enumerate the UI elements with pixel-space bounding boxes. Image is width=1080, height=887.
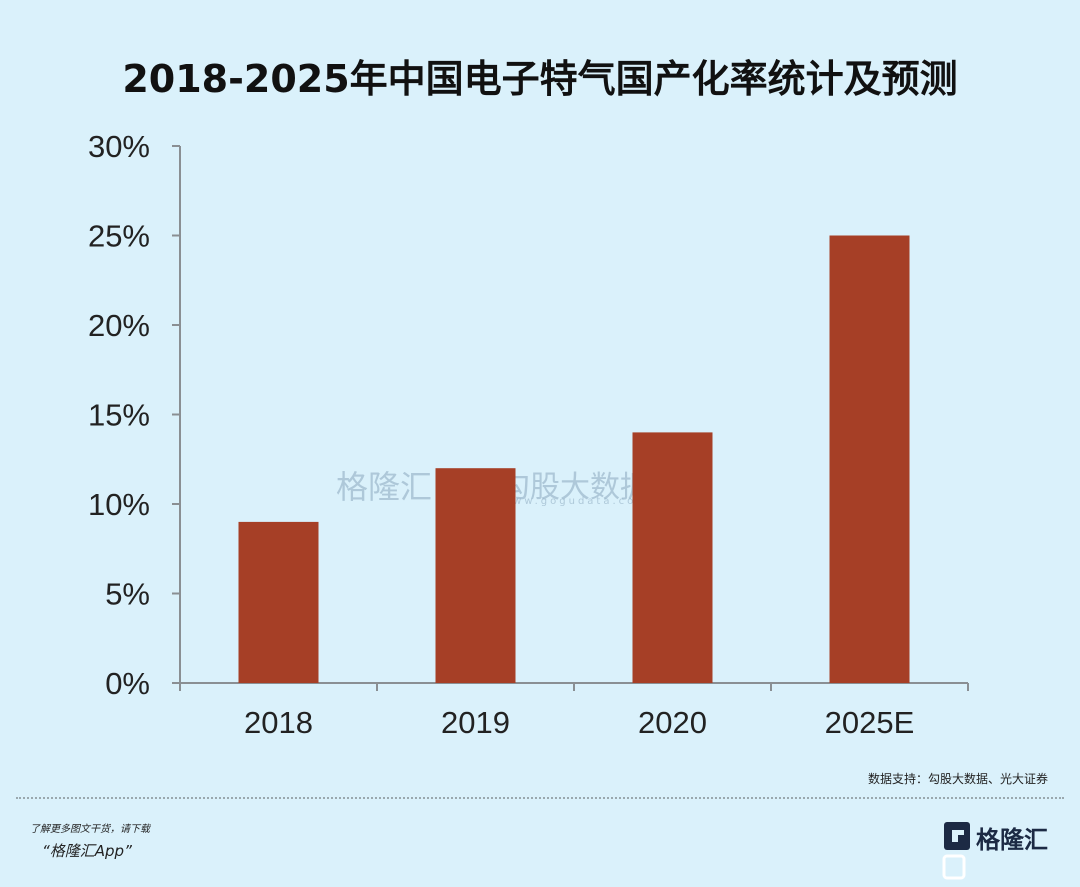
bar-2020 (632, 432, 713, 683)
x-tick-label: 2018 (244, 705, 313, 740)
promo-text: 了解更多图文干货，请下载 (30, 824, 150, 835)
logo-text: 格隆汇 (976, 826, 1048, 854)
y-tick-label: 25% (88, 219, 150, 254)
bar-2019 (435, 468, 516, 683)
y-tick-label: 5% (105, 577, 150, 612)
watermark-brand: 格隆汇 (336, 468, 433, 506)
bar-2018 (238, 521, 319, 683)
brand-logo: 格隆汇 (936, 818, 1056, 882)
bar-2025E (829, 235, 910, 683)
divider (16, 797, 1064, 799)
y-tick-label: 15% (88, 398, 150, 433)
watermark-brand2: 勾股大数据 (500, 470, 650, 505)
x-tick-label: 2025E (825, 705, 915, 740)
chart-title: 2018-2025年中国电子特气国产化率统计及预测 (122, 57, 958, 101)
source-note: 数据支持：勾股大数据、光大证券 (867, 772, 1048, 786)
y-tick-label: 30% (88, 129, 150, 164)
y-tick-label: 10% (88, 487, 150, 522)
logo-g-icon (942, 822, 970, 880)
y-tick-label: 0% (105, 666, 150, 701)
x-tick-label: 2020 (638, 705, 707, 740)
promo-app-name: “格隆汇App” (42, 842, 132, 860)
y-tick-label: 20% (88, 308, 150, 343)
x-tick-label: 2019 (441, 705, 510, 740)
watermark-url: www.gogudata.com (502, 496, 650, 507)
